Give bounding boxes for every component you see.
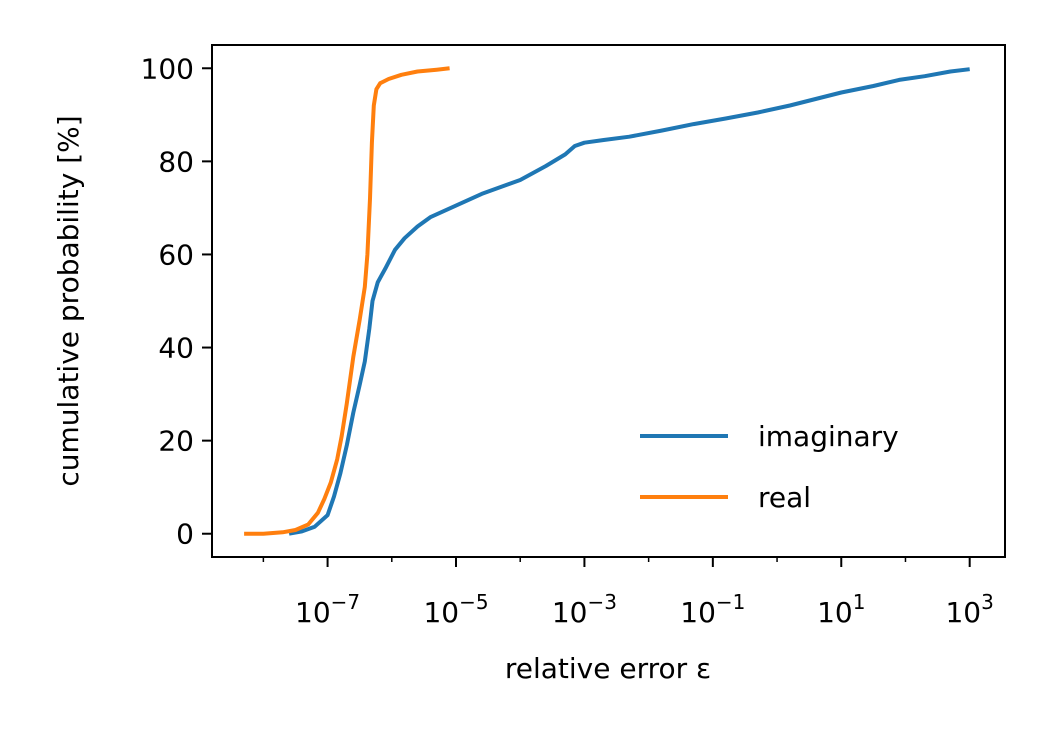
plot-frame	[211, 44, 1006, 558]
y-axis: 0 20 40 60 80 100	[141, 52, 212, 551]
y-tick-label: 0	[176, 518, 194, 551]
x-tick-label: 10−7	[295, 590, 360, 629]
y-tick-label: 60	[158, 238, 194, 271]
y-axis-label: cumulative probability [%]	[52, 115, 85, 486]
y-tick-label: 20	[158, 425, 194, 458]
x-tick-label: 10−3	[552, 590, 617, 629]
legend-label-real: real	[758, 481, 811, 514]
legend: imaginary real	[640, 420, 899, 514]
y-tick-label: 100	[141, 52, 194, 85]
y-tick-label: 40	[158, 332, 194, 365]
x-tick-label: 10−1	[680, 590, 745, 629]
y-tick-label: 80	[158, 145, 194, 178]
x-tick-label: 101	[817, 590, 865, 629]
series-line-imaginary	[288, 67, 970, 536]
x-axis: 10−7 10−5 10−3 10−1 101 103	[262, 557, 994, 629]
x-tick-label: 10−5	[423, 590, 488, 629]
series-line-real	[244, 66, 450, 536]
x-axis-label: relative error ε	[505, 652, 711, 685]
legend-label-imaginary: imaginary	[758, 420, 899, 453]
x-tick-label: 103	[945, 590, 993, 629]
plot-lines	[244, 66, 970, 536]
